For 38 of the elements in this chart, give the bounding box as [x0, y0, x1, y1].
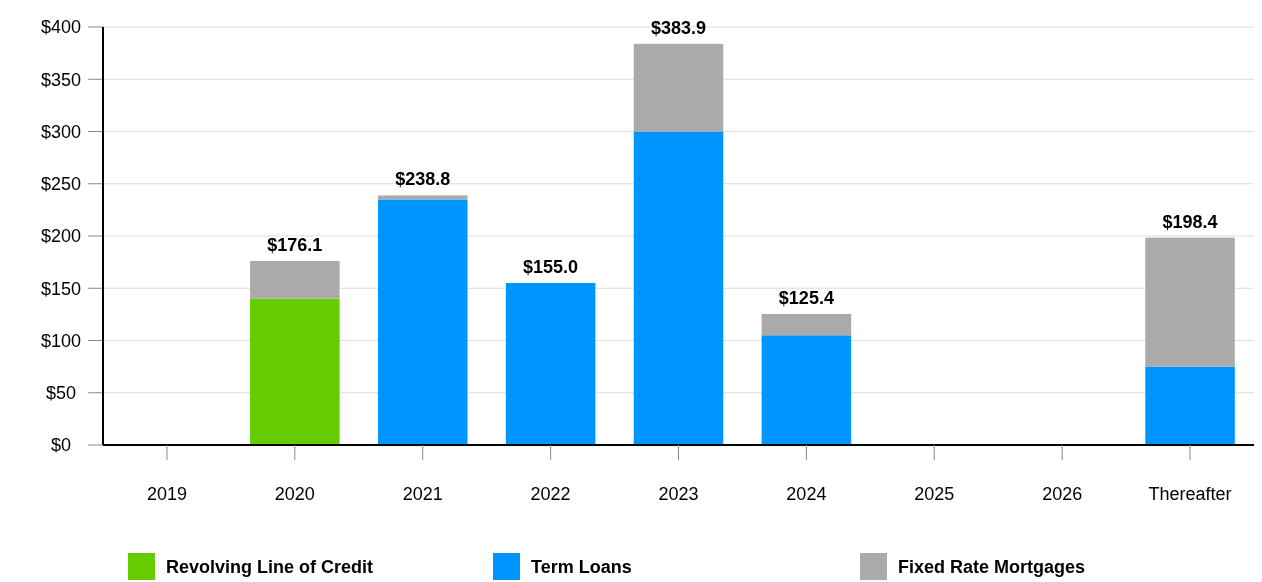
- x-tick-label: 2019: [146, 484, 187, 504]
- x-tick-label: Thereafter: [1148, 484, 1232, 504]
- y-tick-label: $0: [50, 435, 72, 456]
- x-tick-label: 2020: [274, 484, 315, 504]
- bar: [761, 313, 852, 336]
- bar: [377, 199, 468, 445]
- bar: [1145, 366, 1235, 445]
- bar: [250, 298, 340, 445]
- y-tick-label: $400: [40, 17, 82, 38]
- x-tick-label: 2025: [914, 484, 955, 504]
- bar: [761, 335, 852, 445]
- x-tick-label: 2024: [786, 484, 827, 504]
- total-label: $383.9: [650, 17, 707, 38]
- total-label: $125.4: [778, 287, 834, 308]
- y-tick-label: $250: [40, 174, 82, 195]
- x-tick-label: 2021: [402, 484, 443, 504]
- legend-label: Revolving Line of Credit: [166, 557, 374, 577]
- bar: [633, 131, 724, 445]
- y-tick-label: $50: [45, 383, 77, 404]
- total-label: $238.8: [395, 169, 451, 190]
- bar: [505, 283, 596, 445]
- y-tick-label: $150: [40, 278, 82, 299]
- total-label: $155.0: [523, 257, 579, 278]
- x-tick-label: 2026: [1042, 484, 1083, 504]
- bar: [1145, 237, 1235, 367]
- legend-label: Fixed Rate Mortgages: [898, 557, 1086, 577]
- x-tick-label: 2022: [530, 484, 571, 504]
- legend-label: Term Loans: [531, 557, 632, 577]
- y-tick-label: $350: [40, 69, 82, 90]
- x-tick-label: 2023: [658, 484, 699, 504]
- y-tick-label: $300: [40, 121, 82, 142]
- y-tick-label: $200: [40, 226, 82, 247]
- total-label: $176.1: [267, 234, 323, 255]
- bar: [377, 195, 468, 200]
- y-tick-label: $100: [40, 330, 82, 351]
- bar: [633, 43, 724, 132]
- bar: [250, 260, 340, 299]
- total-label: $198.4: [1162, 211, 1218, 232]
